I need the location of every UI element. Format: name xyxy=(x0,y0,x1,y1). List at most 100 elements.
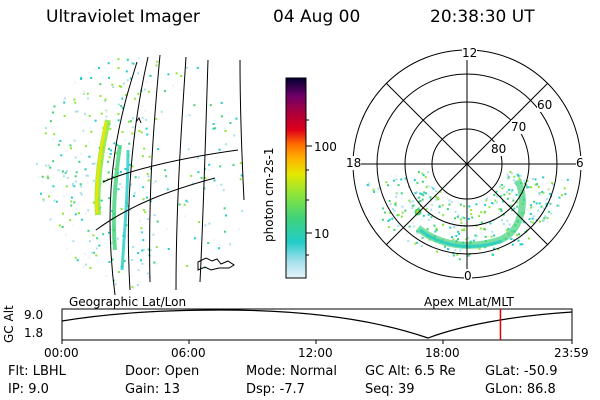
emission-dot xyxy=(558,204,561,207)
emission-dot xyxy=(401,205,404,208)
emission-dot xyxy=(412,176,415,179)
emission-dot xyxy=(474,238,477,241)
emission-dot xyxy=(502,200,504,203)
emission-dot xyxy=(74,156,77,159)
emission-dot xyxy=(415,216,418,219)
emission-dot xyxy=(44,127,47,129)
emission-dot xyxy=(491,202,493,205)
emission-dot xyxy=(546,217,549,220)
emission-dot xyxy=(413,226,416,229)
emission-dot xyxy=(224,130,227,132)
emission-dot xyxy=(394,203,397,206)
emission-dot xyxy=(425,186,428,189)
emission-dot xyxy=(373,186,376,189)
emission-dot xyxy=(447,232,450,235)
emission-dot xyxy=(225,214,227,217)
emission-dot xyxy=(188,114,191,117)
emission-dot xyxy=(208,163,211,166)
emission-dot xyxy=(74,180,77,183)
emission-dot xyxy=(108,147,110,150)
emission-dot xyxy=(522,221,525,224)
timeline-ytick-high: 9.0 xyxy=(24,308,44,322)
emission-dot xyxy=(156,262,158,265)
emission-dot xyxy=(220,164,223,167)
emission-dot xyxy=(486,228,489,231)
emission-dot xyxy=(93,229,96,232)
emission-dot xyxy=(506,219,509,222)
emission-dot xyxy=(143,109,146,112)
emission-dot xyxy=(458,258,461,261)
emission-dot xyxy=(447,255,450,258)
emission-dot xyxy=(518,233,520,236)
emission-dot xyxy=(421,172,424,175)
status-door: Door: Open xyxy=(125,364,200,379)
emission-dot xyxy=(421,236,424,239)
emission-dot xyxy=(66,170,68,173)
emission-dot xyxy=(435,227,438,230)
emission-dot xyxy=(138,185,141,188)
emission-dot xyxy=(80,193,83,196)
emission-dot xyxy=(111,83,114,86)
emission-dot xyxy=(523,182,526,185)
emission-dot xyxy=(155,64,158,67)
emission-dot xyxy=(427,194,430,197)
emission-dot xyxy=(455,234,458,237)
emission-dot xyxy=(115,143,118,146)
emission-dot xyxy=(214,127,217,130)
emission-dot xyxy=(409,201,412,204)
emission-dot xyxy=(62,98,65,101)
emission-dot xyxy=(528,218,531,221)
emission-dot xyxy=(137,176,140,179)
emission-dot xyxy=(414,192,417,195)
emission-dot xyxy=(390,175,393,178)
emission-dot xyxy=(387,220,390,222)
emission-dot xyxy=(484,228,486,231)
emission-dot xyxy=(154,180,157,183)
emission-dot xyxy=(145,127,148,130)
emission-dot xyxy=(532,178,534,180)
emission-dot xyxy=(526,208,528,211)
emission-dot xyxy=(546,209,549,212)
timeline-xtick-2: 12:00 xyxy=(298,346,333,360)
emission-dot xyxy=(556,204,559,207)
emission-dot xyxy=(422,194,425,197)
emission-dot xyxy=(125,70,128,73)
emission-dot xyxy=(467,237,470,240)
emission-dot xyxy=(459,203,462,206)
emission-dot xyxy=(537,186,540,188)
emission-dot xyxy=(77,203,80,206)
emission-dot xyxy=(476,235,479,238)
emission-dot xyxy=(430,205,433,207)
emission-dot xyxy=(64,171,67,174)
emission-dot xyxy=(207,242,210,244)
emission-dot xyxy=(142,209,145,211)
emission-dot xyxy=(508,192,511,195)
emission-dot xyxy=(546,198,549,200)
emission-dot xyxy=(99,83,102,86)
emission-dot xyxy=(395,195,398,198)
emission-dot xyxy=(120,85,123,88)
emission-dot xyxy=(146,173,149,175)
emission-dot xyxy=(40,192,42,195)
emission-dot xyxy=(108,261,111,263)
emission-dot xyxy=(187,148,190,151)
emission-dot xyxy=(88,114,91,117)
image-date: 04 Aug 00 xyxy=(273,7,361,27)
emission-dot xyxy=(105,110,108,113)
polar-grid xyxy=(352,49,582,279)
emission-dot xyxy=(220,101,223,104)
emission-dot xyxy=(393,209,396,212)
emission-dot xyxy=(41,180,44,183)
emission-dot xyxy=(104,99,107,102)
emission-dot xyxy=(100,211,103,214)
emission-dot xyxy=(146,133,149,136)
emission-dot xyxy=(499,195,502,198)
emission-dot xyxy=(539,220,541,223)
emission-dot xyxy=(455,239,458,242)
emission-dot xyxy=(393,228,396,231)
emission-dot xyxy=(74,175,77,178)
emission-dot xyxy=(472,239,475,242)
emission-dot xyxy=(508,188,511,191)
emission-dot xyxy=(447,246,450,249)
emission-dot xyxy=(439,190,442,193)
